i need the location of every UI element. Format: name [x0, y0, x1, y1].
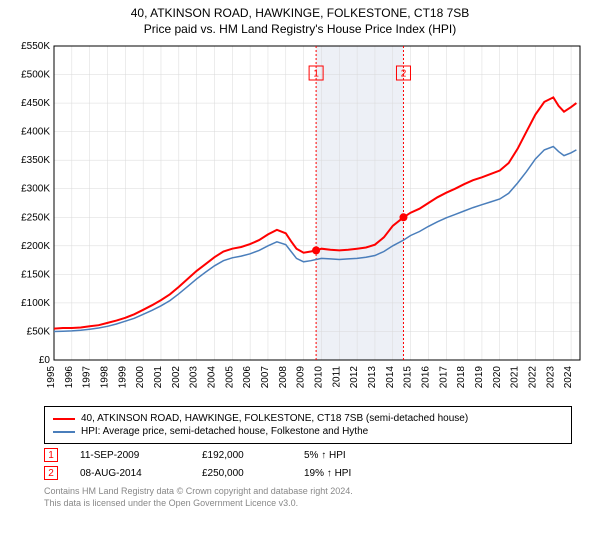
chart-title-line1: 40, ATKINSON ROAD, HAWKINGE, FOLKESTONE,…	[0, 6, 600, 20]
transaction-date: 08-AUG-2014	[80, 468, 180, 479]
svg-text:2015: 2015	[403, 366, 414, 389]
svg-text:2006: 2006	[242, 366, 253, 389]
svg-text:1999: 1999	[117, 366, 128, 389]
svg-text:£500K: £500K	[21, 70, 50, 81]
chart-area: £0 £50K £100K £150K £200K £250K £300K £350K £400…	[10, 40, 590, 400]
svg-text:2001: 2001	[153, 366, 164, 389]
svg-text:2012: 2012	[349, 366, 360, 389]
chart-svg: £0 £50K £100K £150K £200K £250K £300K £350K £400…	[10, 40, 590, 400]
svg-text:2020: 2020	[492, 366, 503, 389]
svg-text:2023: 2023	[545, 366, 556, 389]
svg-text:£50K: £50K	[27, 326, 51, 337]
svg-text:1998: 1998	[99, 366, 110, 389]
svg-text:2013: 2013	[367, 366, 378, 389]
svg-text:2009: 2009	[296, 366, 307, 389]
svg-text:£200K: £200K	[21, 241, 50, 252]
legend-item: HPI: Average price, semi-detached house,…	[53, 426, 563, 437]
svg-text:2007: 2007	[260, 366, 271, 389]
svg-text:2011: 2011	[331, 366, 342, 388]
transaction-row: 2 08-AUG-2014 £250,000 19% ↑ HPI	[44, 466, 572, 480]
attribution-text: Contains HM Land Registry data © Crown c…	[44, 486, 572, 509]
svg-text:2021: 2021	[510, 366, 521, 389]
transaction-delta: 5% ↑ HPI	[304, 450, 394, 461]
svg-text:£400K: £400K	[21, 127, 50, 138]
svg-text:1997: 1997	[82, 366, 93, 389]
attribution-line2: This data is licensed under the Open Gov…	[44, 498, 572, 510]
svg-text:2005: 2005	[224, 366, 235, 389]
svg-text:£150K: £150K	[21, 269, 50, 280]
chart-title-block: 40, ATKINSON ROAD, HAWKINGE, FOLKESTONE,…	[0, 0, 600, 40]
legend-item: 40, ATKINSON ROAD, HAWKINGE, FOLKESTONE,…	[53, 413, 563, 424]
chart-title-line2: Price paid vs. HM Land Registry's House …	[0, 22, 600, 36]
attribution-line1: Contains HM Land Registry data © Crown c…	[44, 486, 572, 498]
svg-text:2024: 2024	[563, 366, 574, 389]
svg-text:1996: 1996	[64, 366, 75, 389]
svg-text:2003: 2003	[189, 366, 200, 389]
svg-text:2: 2	[401, 69, 407, 80]
transaction-price: £192,000	[202, 450, 282, 461]
legend-swatch-property	[53, 418, 75, 420]
svg-text:£450K: £450K	[21, 98, 50, 109]
svg-text:£100K: £100K	[21, 298, 50, 309]
transaction-marker-icon: 2	[44, 466, 58, 480]
svg-text:2016: 2016	[420, 366, 431, 389]
svg-text:2002: 2002	[171, 366, 182, 389]
legend-label: HPI: Average price, semi-detached house,…	[81, 426, 368, 437]
svg-text:2022: 2022	[527, 366, 538, 389]
svg-text:£0: £0	[39, 355, 51, 366]
svg-text:1: 1	[313, 69, 319, 80]
svg-text:2017: 2017	[438, 366, 449, 389]
legend-box: 40, ATKINSON ROAD, HAWKINGE, FOLKESTONE,…	[44, 406, 572, 444]
transaction-marker-icon: 1	[44, 448, 58, 462]
svg-text:2018: 2018	[456, 366, 467, 389]
svg-text:£300K: £300K	[21, 184, 50, 195]
transaction-delta: 19% ↑ HPI	[304, 468, 394, 479]
transaction-price: £250,000	[202, 468, 282, 479]
svg-text:2008: 2008	[278, 366, 289, 389]
svg-text:£550K: £550K	[21, 41, 50, 52]
svg-text:2014: 2014	[385, 366, 396, 389]
svg-text:2019: 2019	[474, 366, 485, 389]
transaction-row: 1 11-SEP-2009 £192,000 5% ↑ HPI	[44, 448, 572, 462]
svg-text:£350K: £350K	[21, 155, 50, 166]
svg-text:1995: 1995	[46, 366, 57, 389]
svg-text:2010: 2010	[313, 366, 324, 389]
legend-swatch-hpi	[53, 431, 75, 433]
svg-text:£250K: £250K	[21, 212, 50, 223]
svg-text:2000: 2000	[135, 366, 146, 389]
legend-label: 40, ATKINSON ROAD, HAWKINGE, FOLKESTONE,…	[81, 413, 468, 424]
svg-text:2004: 2004	[206, 366, 217, 389]
transaction-date: 11-SEP-2009	[80, 450, 180, 461]
